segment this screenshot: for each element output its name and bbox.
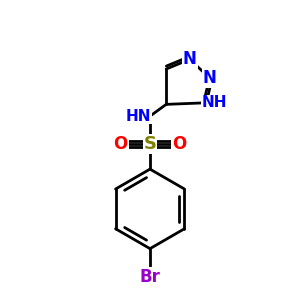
Text: S: S <box>143 135 157 153</box>
Text: O: O <box>172 135 187 153</box>
Text: N: N <box>183 50 197 68</box>
Text: HN: HN <box>126 109 152 124</box>
Text: Br: Br <box>140 268 160 286</box>
Text: O: O <box>113 135 128 153</box>
Text: NH: NH <box>202 95 227 110</box>
Text: N: N <box>202 69 216 87</box>
